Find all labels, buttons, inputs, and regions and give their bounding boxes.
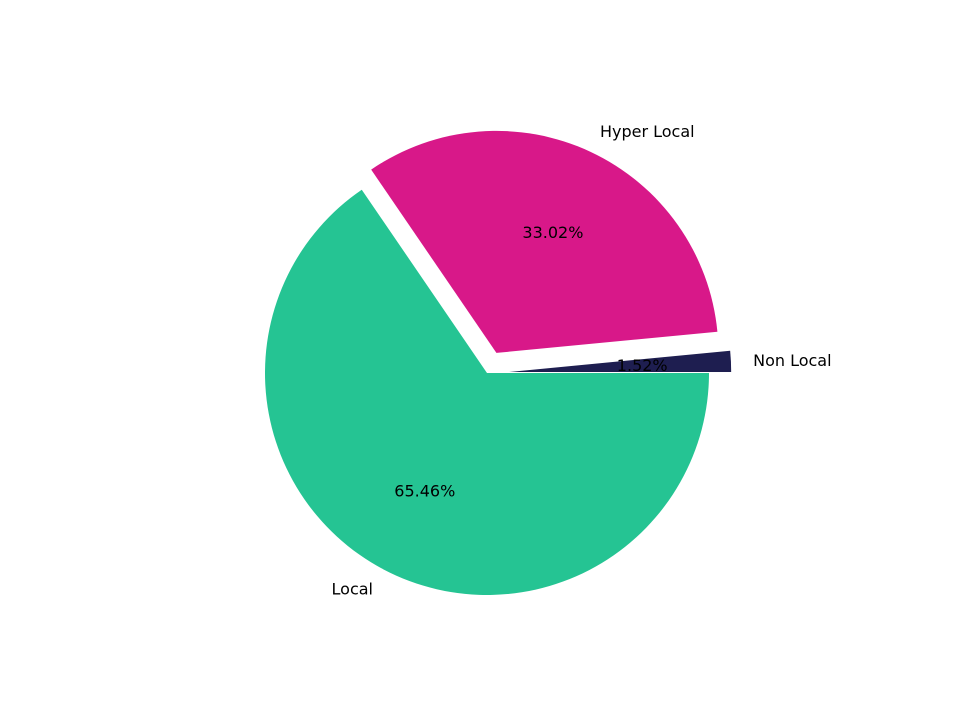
pie-slices: [265, 130, 732, 595]
pie-pct-label: 1.52%: [617, 356, 668, 375]
pie-category-label: Hyper Local: [600, 122, 695, 141]
pie-slice-hyper-local: [371, 130, 718, 353]
pie-slice-local: [265, 189, 709, 595]
pie-category-label: Local: [332, 579, 373, 598]
pie-labels: 1.52% Non Local 33.02% Hyper Local 65.46% Loc…: [332, 122, 832, 598]
pie-slice-non-local: [509, 350, 732, 372]
pie-pct-label: 33.02%: [522, 223, 583, 242]
pie-category-label: Non Local: [753, 351, 831, 370]
pie-pct-label: 65.46%: [394, 481, 455, 500]
